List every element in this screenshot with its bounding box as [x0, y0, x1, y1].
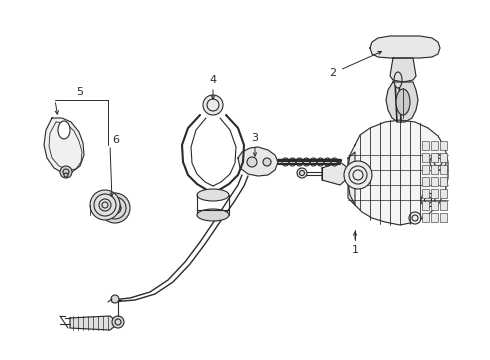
Bar	[422, 201, 429, 210]
Bar	[431, 213, 438, 222]
Ellipse shape	[197, 189, 229, 201]
Bar	[422, 165, 429, 174]
Bar	[422, 213, 429, 222]
Bar	[422, 177, 429, 186]
Bar	[440, 165, 447, 174]
Ellipse shape	[394, 72, 402, 88]
Text: 4: 4	[209, 75, 217, 85]
Bar	[431, 141, 438, 150]
Circle shape	[203, 95, 223, 115]
Circle shape	[100, 193, 130, 223]
Bar	[440, 189, 447, 198]
Circle shape	[409, 212, 421, 224]
Text: 6: 6	[112, 135, 119, 145]
Ellipse shape	[58, 121, 70, 139]
Bar	[431, 177, 438, 186]
Circle shape	[64, 173, 68, 177]
Polygon shape	[386, 82, 418, 122]
Bar	[431, 165, 438, 174]
Polygon shape	[390, 58, 416, 82]
Bar	[422, 153, 429, 162]
Circle shape	[344, 161, 372, 189]
Bar	[440, 213, 447, 222]
Bar	[440, 153, 447, 162]
Text: 3: 3	[251, 133, 259, 143]
Polygon shape	[348, 152, 355, 205]
Circle shape	[263, 158, 271, 166]
Bar	[431, 201, 438, 210]
Polygon shape	[238, 147, 278, 176]
Bar	[422, 141, 429, 150]
Bar	[440, 177, 447, 186]
Bar	[431, 189, 438, 198]
Polygon shape	[322, 162, 348, 185]
Bar	[422, 189, 429, 198]
Circle shape	[421, 193, 435, 207]
Circle shape	[112, 316, 124, 328]
Ellipse shape	[197, 209, 229, 221]
Ellipse shape	[396, 89, 410, 115]
Circle shape	[430, 154, 446, 170]
Bar	[440, 201, 447, 210]
Polygon shape	[348, 120, 448, 225]
Bar	[440, 141, 447, 150]
Text: 1: 1	[351, 245, 359, 255]
Circle shape	[60, 166, 72, 178]
Circle shape	[247, 157, 257, 167]
Polygon shape	[44, 118, 84, 173]
Text: 2: 2	[329, 68, 337, 78]
Bar	[431, 153, 438, 162]
Polygon shape	[70, 316, 115, 330]
Polygon shape	[370, 36, 440, 58]
Circle shape	[90, 190, 120, 220]
Text: 5: 5	[76, 87, 83, 97]
Circle shape	[297, 168, 307, 178]
Circle shape	[111, 295, 119, 303]
